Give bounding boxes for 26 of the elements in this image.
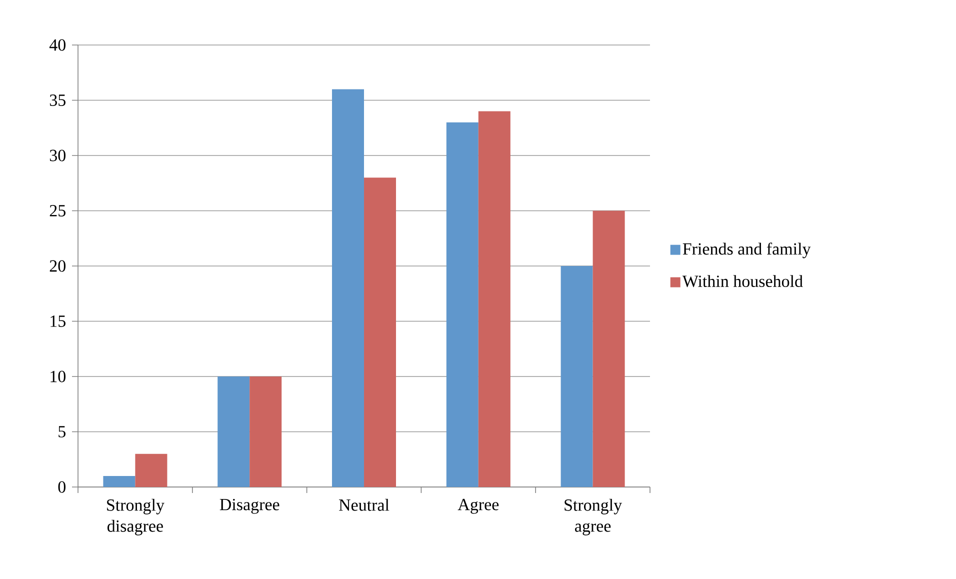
- legend-label: Within household: [682, 275, 803, 288]
- bar: [332, 89, 364, 487]
- y-tick-label: 10: [50, 370, 66, 382]
- x-tick-label: Strongly disagree: [107, 498, 164, 536]
- x-tick-label: Neutral: [339, 498, 390, 511]
- bar: [135, 454, 168, 487]
- y-tick-label: 30: [50, 150, 66, 162]
- y-tick-label: 5: [58, 426, 66, 438]
- y-tick-label: 20: [50, 260, 66, 272]
- y-tick-label: 15: [50, 316, 66, 327]
- legend-label: Friends and family: [682, 242, 811, 258]
- bar: [478, 111, 510, 487]
- bar: [250, 376, 282, 487]
- bar: [560, 266, 593, 487]
- bar: [103, 476, 136, 487]
- y-tick-label: 0: [58, 481, 66, 493]
- x-tick-label: Disagree: [220, 498, 280, 514]
- y-tick-label: 25: [50, 205, 66, 216]
- x-tick-label: Agree: [458, 498, 499, 514]
- bar: [446, 122, 478, 487]
- bar: [592, 210, 625, 487]
- x-tick-label: Strongly agree: [564, 498, 622, 536]
- y-tick-label: 40: [49, 39, 66, 51]
- bar: [364, 178, 396, 487]
- bar: [218, 376, 250, 487]
- y-tick-label: 35: [50, 94, 66, 106]
